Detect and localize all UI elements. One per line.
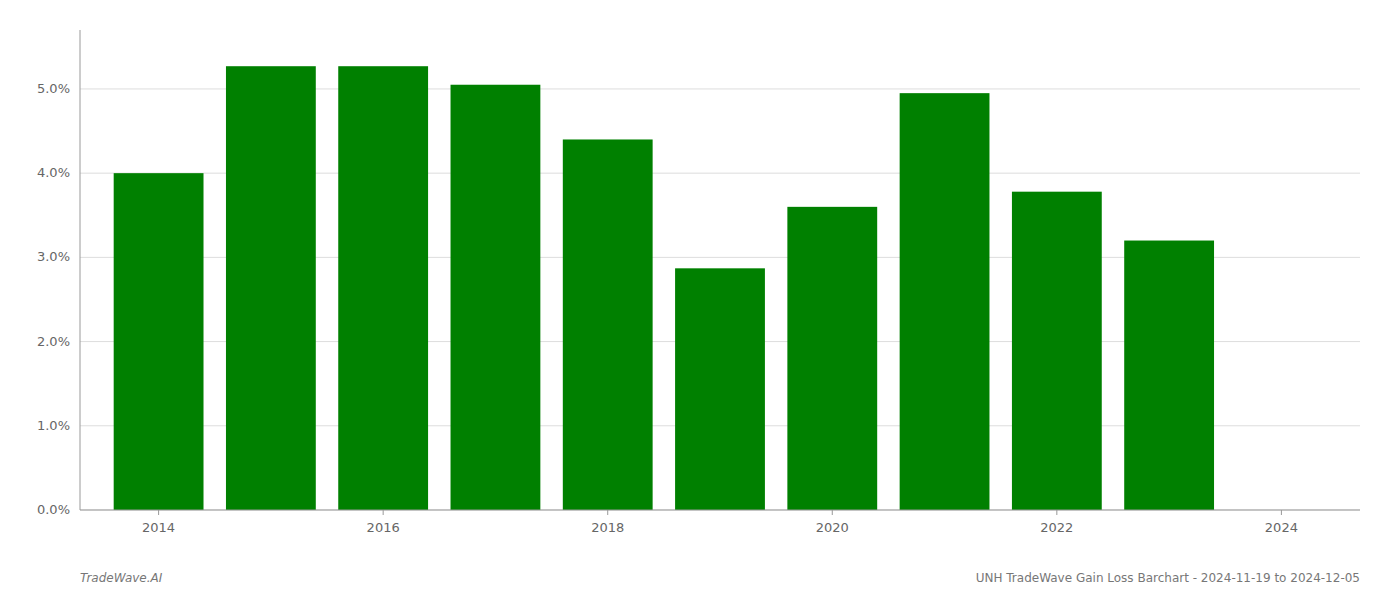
y-tick-label: 3.0% <box>37 249 70 264</box>
y-tick-label: 0.0% <box>37 502 70 517</box>
x-tick <box>1056 510 1057 515</box>
y-tick-label: 5.0% <box>37 81 70 96</box>
bars <box>114 66 1214 510</box>
bar <box>1124 241 1214 510</box>
x-tick-label: 2020 <box>816 520 849 535</box>
grid-line <box>80 510 1360 511</box>
bar <box>900 93 990 510</box>
bar <box>1012 192 1102 510</box>
x-tick-label: 2018 <box>591 520 624 535</box>
bar <box>338 66 428 510</box>
title: UNH TradeWave Gain Loss Barchart - 2024-… <box>976 571 1360 585</box>
bar <box>563 139 653 510</box>
y-tick-label: 2.0% <box>37 334 70 349</box>
x-tick-label: 2024 <box>1265 520 1298 535</box>
x-tick <box>383 510 384 515</box>
x-tick <box>158 510 159 515</box>
x-tick-label: 2014 <box>142 520 175 535</box>
x-tick-label: 2022 <box>1040 520 1073 535</box>
y-axis-line <box>80 30 81 510</box>
x-tick <box>1281 510 1282 515</box>
footer-left: TradeWave.AI <box>80 571 163 585</box>
bar <box>226 66 316 510</box>
bar <box>787 207 877 510</box>
x-tick <box>607 510 608 515</box>
x-axis-line <box>80 510 1360 511</box>
y-tick-label: 1.0% <box>37 418 70 433</box>
y-tick-label: 4.0% <box>37 165 70 180</box>
bar <box>675 268 765 510</box>
bar <box>451 85 541 510</box>
bar <box>114 173 204 510</box>
chart: 0.0% 1.0% 2.0% 3.0% 4.0% 5.0% 2014 2016 2018 2020… <box>0 0 1400 600</box>
x-tick <box>832 510 833 515</box>
x-tick-label: 2016 <box>367 520 400 535</box>
